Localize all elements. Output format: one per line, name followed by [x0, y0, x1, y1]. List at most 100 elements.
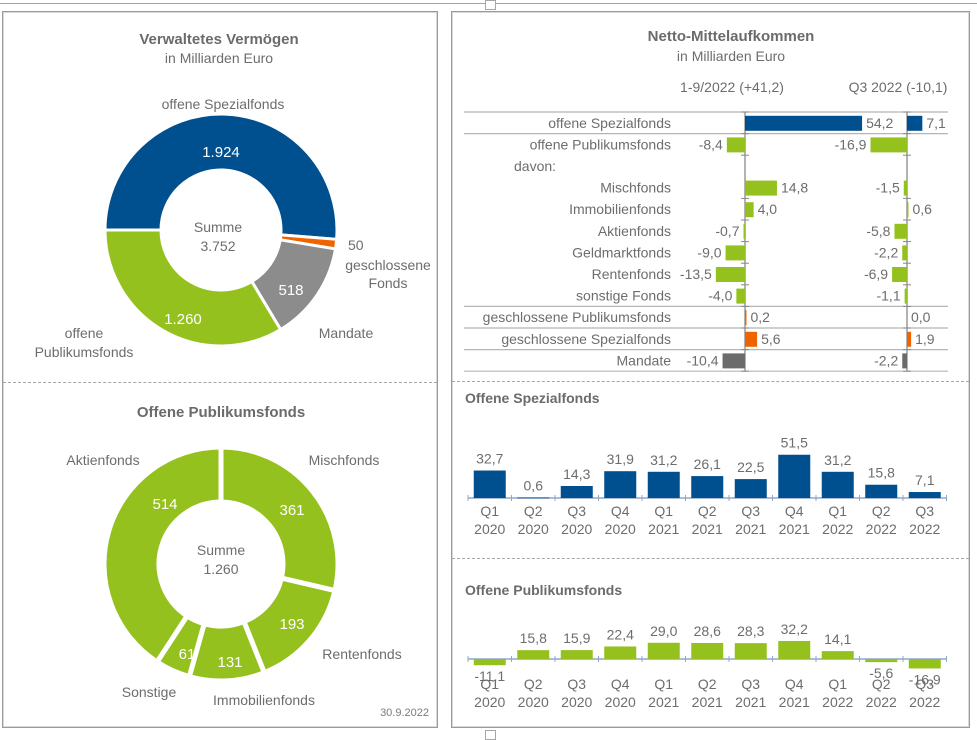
opfq-bar	[473, 659, 506, 666]
osf-bar	[473, 470, 506, 498]
osf-bar	[604, 471, 637, 498]
opfq-bar	[604, 646, 637, 659]
nma-value-s2-immobilienfonds: 0,6	[913, 201, 933, 217]
opfq-tick-quarter: Q4	[785, 676, 804, 692]
nma-bar-s1-geschlossene-spezialfonds	[745, 331, 758, 347]
nma-bar-s2-mandate	[902, 353, 907, 369]
osf-tick-quarter: Q3	[567, 503, 586, 519]
nma-value-s1-offene-spezialfonds: 54,2	[866, 115, 893, 131]
osf-tick-quarter: Q1	[828, 503, 847, 519]
aum-value-geschlossene-fonds: 50	[348, 237, 364, 253]
osf-value-label: 15,8	[868, 465, 895, 481]
resize-handle-bottom[interactable]	[485, 730, 496, 740]
opf-value-sonstige: 61	[179, 646, 196, 663]
osf-tick-quarter: Q4	[785, 503, 804, 519]
osf-tick-quarter: Q1	[480, 503, 499, 519]
opfq-bar	[778, 640, 811, 659]
opf-title: Offene Publikumsfonds	[137, 404, 305, 421]
nma-category-mandate: Mandate	[617, 352, 672, 368]
nma-category-rentenfonds: Rentenfonds	[592, 266, 671, 282]
nma-bar-s1-geschlossene-publikumsfonds	[745, 310, 747, 326]
osf-tick-quarter: Q4	[611, 503, 630, 519]
osf-tick-year: 2021	[779, 521, 810, 537]
opfq-tick-quarter: Q3	[741, 676, 760, 692]
nma-category-geschlossene-publikumsfonds: geschlossene Publikumsfonds	[483, 309, 671, 325]
aum-subtitle: in Milliarden Euro	[165, 50, 273, 66]
nma-bar-s1-sonstige-fonds	[736, 288, 745, 304]
nma-bar-s2-rentenfonds	[892, 267, 907, 282]
aum-center-value: 3.752	[200, 238, 235, 254]
osf-tick-year: 2020	[605, 521, 636, 537]
osf-chart: 32,7 0,6 14,3 31,9 31,2 26,1 22,5 51,5 31,2 15,8 7…	[467, 435, 947, 537]
aum-label-mandate: Mandate	[319, 325, 374, 341]
nma-value-s2-mandate: -2,2	[874, 352, 898, 368]
opfq-tick-year: 2020	[518, 694, 549, 710]
aum-label-geschlossene-line1: geschlossene	[345, 257, 431, 273]
opf-label-aktienfonds: Aktienfonds	[66, 452, 139, 468]
opfq-tick-quarter: Q3	[915, 676, 934, 692]
opfq-tick-quarter: Q1	[654, 676, 673, 692]
osf-value-label: 22,5	[737, 459, 764, 475]
nma-bar-s2-offene-publikumsfonds	[870, 137, 907, 153]
nma-bar-s2-aktienfonds	[894, 223, 907, 239]
aum-center-label: Summe	[194, 219, 242, 235]
opfq-bar	[734, 643, 767, 659]
opfq-tick-quarter: Q4	[611, 676, 630, 692]
opfq-tick-quarter: Q3	[567, 676, 586, 692]
nma-category-geschlossene-spezialfonds: geschlossene Spezialfonds	[501, 331, 671, 347]
section-divider	[3, 382, 437, 383]
opfq-tick-year: 2020	[561, 694, 592, 710]
opf-value-mischfonds: 361	[279, 502, 304, 519]
osf-bar	[691, 476, 724, 498]
opfq-value-label: 29,0	[650, 623, 677, 639]
osf-bar	[560, 485, 593, 498]
nma-value-s2-geschlossene-publikumsfonds: 0,0	[911, 309, 931, 325]
osf-bar	[821, 471, 854, 498]
nma-value-s1-geldmarktfonds: -9,0	[697, 244, 721, 260]
nma-value-s1-immobilienfonds: 4,0	[758, 201, 778, 217]
nma-bar-s1-geldmarktfonds	[725, 245, 745, 261]
opf-label-immobilienfonds: Immobilienfonds	[213, 692, 315, 708]
opf-slice-mischfonds	[218, 444, 341, 594]
resize-handle-top[interactable]	[485, 0, 496, 10]
osf-tick-year: 2022	[866, 521, 897, 537]
osf-value-label: 31,2	[824, 452, 851, 468]
nma-bar-s2-sonstige-fonds	[904, 288, 907, 304]
nma-series2-header: Q3 2022 (-10,1)	[849, 79, 948, 95]
nma-value-s1-aktienfonds: -0,7	[715, 223, 739, 239]
opfq-value-label: 22,4	[607, 626, 634, 642]
osf-title: Offene Spezialfonds	[465, 390, 600, 406]
opfq-bar	[691, 642, 724, 659]
opfq-tick-quarter: Q1	[828, 676, 847, 692]
osf-bar	[517, 497, 550, 499]
opf-label-rentenfonds: Rentenfonds	[322, 646, 401, 662]
opfq-tick-quarter: Q2	[698, 676, 717, 692]
osf-tick-year: 2020	[561, 521, 592, 537]
opfq-value-label: 15,9	[563, 630, 590, 646]
nma-value-s2-rentenfonds: -6,9	[864, 266, 888, 282]
nma-bar-s1-aktienfonds	[743, 223, 745, 239]
aum-value-offene-spezialfonds: 1.924	[202, 144, 240, 161]
osf-tick-quarter: Q3	[915, 503, 934, 519]
opfq-tick-year: 2022	[866, 694, 897, 710]
aum-title: Verwaltetes Vermögen	[139, 31, 298, 48]
nma-bar-s1-offene-spezialfonds	[745, 115, 863, 131]
aum-slice-offene-spezialfonds	[103, 112, 339, 241]
nma-chart: offene Spezialfonds 54,2 7,1 offene Publiku…	[464, 111, 948, 372]
nma-category-offene-spezialfonds: offene Spezialfonds	[548, 115, 671, 131]
osf-tick-quarter: Q1	[654, 503, 673, 519]
nma-value-s1-sonstige-fonds: -4,0	[708, 288, 732, 304]
nma-category-immobilienfonds: Immobilienfonds	[569, 201, 671, 217]
nma-series1-header: 1-9/2022 (+41,2)	[680, 79, 784, 95]
nma-bar-s2-geschlossene-spezialfonds	[907, 331, 912, 347]
osf-bar	[865, 484, 898, 498]
left-panel: Verwaltetes Vermögen in Milliarden Euro …	[2, 11, 438, 728]
opfq-value-label: -11,1	[474, 668, 505, 684]
nma-category-aktienfonds: Aktienfonds	[598, 223, 671, 239]
right-panel: Netto-Mittelaufkommen in Milliarden Euro…	[451, 11, 970, 728]
osf-value-label: 7,1	[915, 472, 935, 488]
osf-value-label: 51,5	[781, 435, 808, 451]
nma-bar-s1-mischfonds	[745, 180, 777, 196]
as-of-date: 30.9.2022	[380, 707, 429, 719]
aum-slice-offene-publikumsfonds	[103, 228, 283, 348]
